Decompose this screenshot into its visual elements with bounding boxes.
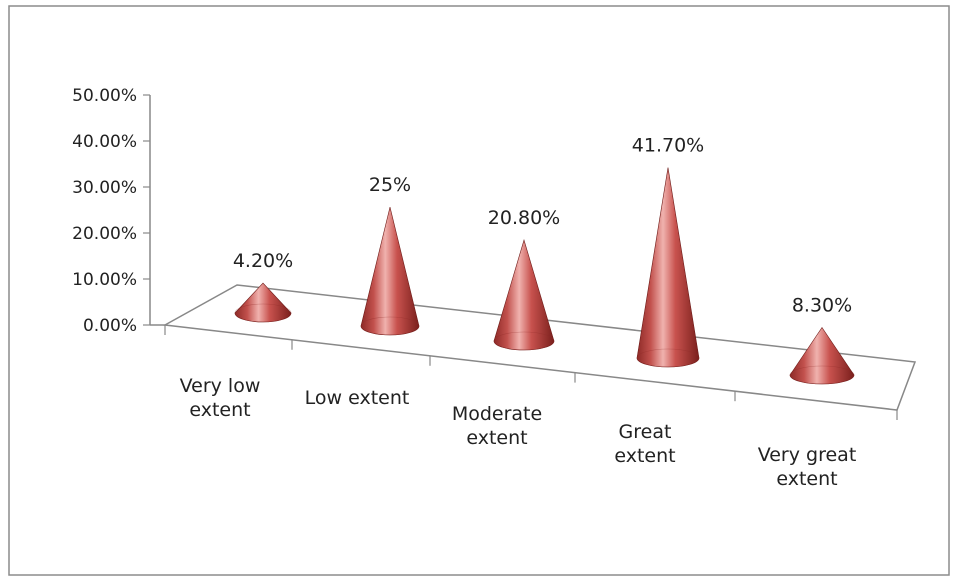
category-labels: Very low extent Low extent Moderate extent Gr… xyxy=(180,375,857,490)
cone-1 xyxy=(360,206,420,336)
category-label: Very low extent xyxy=(180,375,261,421)
data-label: 20.80% xyxy=(488,207,560,229)
category-label: Moderate extent xyxy=(452,403,542,449)
y-tick-label: 10.00% xyxy=(72,270,137,290)
data-labels: 4.20% 25% 20.80% 41.70% 8.30% xyxy=(233,135,852,317)
category-label: Very great extent xyxy=(758,444,857,490)
y-tick-label: 50.00% xyxy=(72,86,137,106)
cone-base xyxy=(234,303,292,323)
cone-4 xyxy=(789,326,855,385)
y-axis-ticks: 0.00% 10.00% 20.00% 30.00% 40.00% 50.00% xyxy=(72,86,150,336)
y-tick-label: 20.00% xyxy=(72,224,137,244)
cone-body xyxy=(234,282,292,323)
data-label: 8.30% xyxy=(792,294,852,316)
cone-body xyxy=(636,167,700,368)
cone-2 xyxy=(493,238,555,351)
cone-base xyxy=(493,331,555,351)
data-label: 25% xyxy=(369,174,411,196)
y-tick-label: 0.00% xyxy=(83,316,137,336)
cone-3 xyxy=(636,167,700,368)
cone-base xyxy=(360,316,420,336)
cone-body xyxy=(360,206,420,336)
cone-base xyxy=(636,348,700,368)
data-label: 41.70% xyxy=(632,135,704,157)
cone-base xyxy=(789,365,855,385)
category-label: Low extent xyxy=(305,387,410,409)
cones xyxy=(234,167,855,385)
cone-0 xyxy=(234,282,292,323)
chart-border xyxy=(8,5,950,576)
data-label: 4.20% xyxy=(233,250,293,272)
category-label: Great extent xyxy=(614,421,675,467)
y-tick-label: 30.00% xyxy=(72,178,137,198)
cone-body xyxy=(789,326,855,385)
y-tick-label: 40.00% xyxy=(72,132,137,152)
cone-body xyxy=(493,238,555,351)
